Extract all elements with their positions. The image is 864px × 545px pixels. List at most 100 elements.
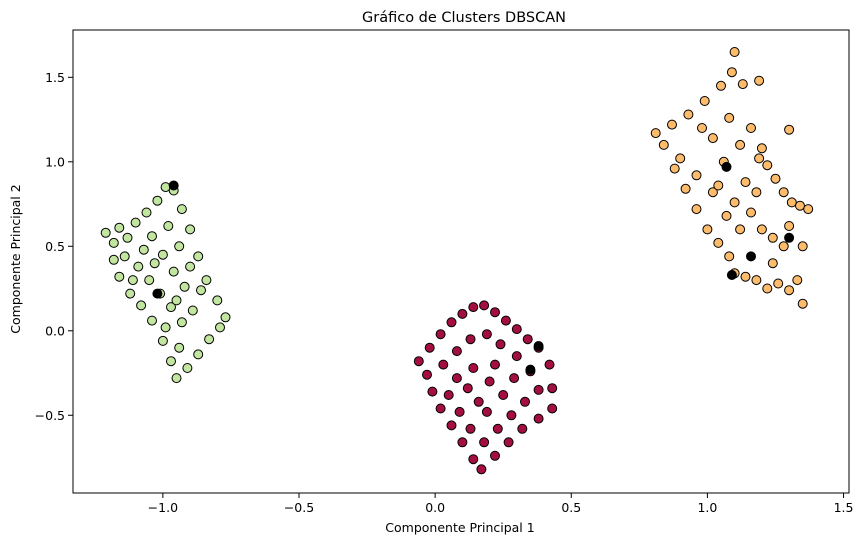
scatter-point-s1-4 <box>457 308 468 319</box>
scatter-point-s0-36 <box>157 249 168 260</box>
scatter-point-s2-2 <box>667 119 677 130</box>
y-tick-label-0: −0.5 <box>35 408 65 423</box>
scatter-point-s0-24 <box>125 288 136 299</box>
scatter-point-s1-10 <box>522 334 533 345</box>
scatter-point-s1-28 <box>465 334 476 345</box>
scatter-point-s1-48 <box>509 373 520 384</box>
scatter-point-s2-45 <box>735 139 746 150</box>
scatter-point-s0-29 <box>144 275 155 286</box>
scatter-point-s0-40 <box>185 261 196 272</box>
scatter-point-s2-35 <box>669 163 680 174</box>
scatter-point-s2-16 <box>770 173 781 184</box>
scatter-point-s2-36 <box>735 224 746 235</box>
scatter-point-s0-20 <box>166 356 176 367</box>
scatter-point-s1-45 <box>473 396 484 407</box>
plot-frame <box>72 29 850 494</box>
scatter-point-s1-35 <box>506 410 517 421</box>
scatter-point-s2-7 <box>707 187 718 198</box>
x-tick-label-5: 1.5 <box>834 500 854 515</box>
scatter-point-s2-13 <box>746 123 756 133</box>
scatter-point-s3-2 <box>533 341 544 351</box>
scatter-point-s1-24 <box>427 386 438 397</box>
scatter-point-s0-27 <box>119 251 130 262</box>
scatter-point-s0-17 <box>193 349 204 360</box>
scatter-point-s1-43 <box>484 376 495 387</box>
scatter-point-s0-11 <box>193 251 204 262</box>
scatter-point-s2-37 <box>746 207 756 218</box>
y-tick-label-4: 1.5 <box>45 70 65 85</box>
scatter-point-s1-12 <box>544 359 555 370</box>
scatter-point-s0-19 <box>171 373 182 384</box>
scatter-point-s2-12 <box>737 79 748 90</box>
scatter-point-s2-33 <box>691 204 702 215</box>
scatter-point-s0-14 <box>220 312 231 323</box>
scatter-point-s2-47 <box>778 241 789 252</box>
scatter-point-s3-5 <box>784 232 795 243</box>
x-tick-label-3: 0.5 <box>561 500 581 515</box>
scatter-point-s1-44 <box>498 390 509 400</box>
scatter-point-s2-1 <box>658 139 669 150</box>
scatter-point-s3-1 <box>152 288 163 299</box>
scatter-point-s2-49 <box>713 180 724 191</box>
points-layer <box>100 47 814 475</box>
scatter-point-s2-50 <box>729 197 740 208</box>
x-axis-label: Componente Principal 1 <box>385 520 534 535</box>
x-tick-label-1: −0.5 <box>284 500 314 515</box>
scatter-point-s1-7 <box>490 307 500 318</box>
scatter-point-s0-12 <box>201 275 212 286</box>
scatter-point-s0-15 <box>215 322 225 333</box>
scatter-point-s2-34 <box>680 183 691 194</box>
scatter-point-s2-3 <box>675 153 686 164</box>
scatter-point-s2-6 <box>699 96 710 106</box>
scatter-point-s1-26 <box>438 359 449 370</box>
scatter-point-s1-23 <box>435 403 446 414</box>
scatter-point-s0-35 <box>168 266 179 277</box>
scatter-point-s0-45 <box>171 295 182 306</box>
scatter-point-s2-20 <box>803 204 814 215</box>
scatter-point-s1-3 <box>446 317 457 328</box>
scatter-point-s2-51 <box>767 258 778 269</box>
scatter-point-s1-31 <box>511 351 522 362</box>
scatter-point-s0-28 <box>133 261 144 272</box>
scatter-point-s2-19 <box>795 200 805 211</box>
scatter-point-s0-3 <box>122 232 133 243</box>
scatter-point-s1-39 <box>454 406 465 417</box>
scatter-point-s2-54 <box>754 75 765 86</box>
scatter-point-s0-18 <box>182 363 193 373</box>
scatter-point-s0-47 <box>174 342 185 353</box>
scatter-point-s0-42 <box>138 244 149 255</box>
scatter-point-s2-15 <box>762 160 773 171</box>
ticks-layer: −1.0 −0.5 0.0 0.5 1.0 1.5 −0.5 0.0 0.5 1.0 1.5 <box>35 70 854 515</box>
scatter-point-s0-9 <box>176 204 187 215</box>
scatter-point-s2-30 <box>724 251 735 262</box>
scatter-point-s2-52 <box>756 143 767 154</box>
scatter-point-s3-6 <box>726 270 737 280</box>
scatter-point-s0-44 <box>149 258 160 269</box>
scatter-point-s2-42 <box>707 133 718 144</box>
scatter-point-s1-20 <box>468 454 479 465</box>
scatter-point-s2-48 <box>784 221 795 231</box>
scatter-point-s0-21 <box>157 335 168 346</box>
scatter-point-s1-47 <box>490 359 500 370</box>
scatter-point-s0-33 <box>187 305 198 316</box>
scatter-point-s0-22 <box>147 315 157 326</box>
x-tick-label-2: 0.0 <box>425 500 445 515</box>
scatter-point-s0-32 <box>176 317 187 328</box>
scatter-point-s2-46 <box>751 187 762 198</box>
scatter-point-s2-5 <box>691 170 702 181</box>
y-tick-label-3: 1.0 <box>45 154 65 169</box>
x-tick-label-0: −1.0 <box>148 500 178 515</box>
scatter-point-s0-23 <box>136 300 147 311</box>
scatter-point-s0-26 <box>108 254 119 265</box>
scatter-point-s1-6 <box>479 300 490 311</box>
scatter-point-s0-5 <box>141 207 152 218</box>
scatter-point-s2-4 <box>683 109 694 120</box>
scatter-point-s0-39 <box>174 241 185 252</box>
scatter-point-s3-0 <box>168 180 179 191</box>
scatter-point-s2-38 <box>756 224 767 235</box>
scatter-point-s1-22 <box>446 420 457 431</box>
scatter-point-s0-10 <box>185 224 196 235</box>
scatter-point-s0-38 <box>163 221 174 231</box>
